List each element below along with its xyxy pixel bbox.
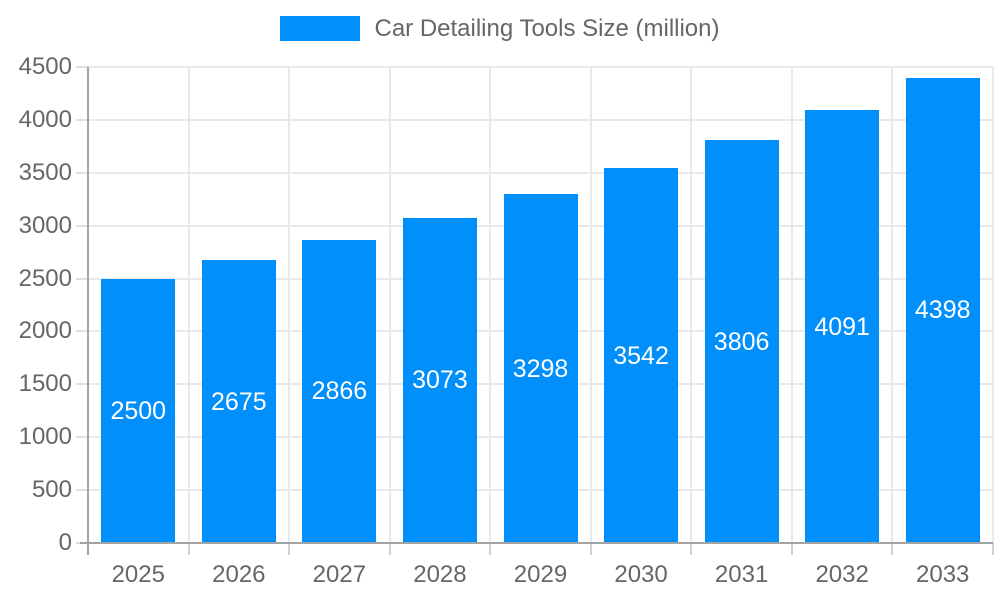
bar-value-label: 4091 xyxy=(814,312,870,341)
y-axis-tick-label: 1000 xyxy=(18,423,72,451)
x-axis-tick-label: 2030 xyxy=(614,561,668,588)
x-gridline xyxy=(891,67,894,543)
x-gridline xyxy=(589,67,592,543)
y-axis-tick-label: 1500 xyxy=(18,370,72,398)
x-axis-tick-label: 2032 xyxy=(815,561,869,588)
y-axis-tick xyxy=(76,330,88,333)
x-axis-tick-label: 2027 xyxy=(312,561,367,588)
y-gridline xyxy=(88,66,993,68)
x-gridline xyxy=(187,67,190,543)
bar-2030[interactable]: 3542 xyxy=(604,168,679,542)
x-axis-tick xyxy=(589,543,592,555)
legend-swatch xyxy=(280,16,361,41)
x-axis-tick xyxy=(891,543,894,555)
y-axis-tick-label: 2000 xyxy=(18,317,72,345)
y-axis-tick xyxy=(76,224,88,227)
x-axis-tick-label: 2033 xyxy=(916,561,970,588)
x-gridline xyxy=(790,67,793,543)
y-axis-tick xyxy=(76,383,88,386)
bar-2033[interactable]: 4398 xyxy=(905,77,980,542)
x-axis-tick xyxy=(187,543,190,555)
x-axis-tick xyxy=(489,543,492,555)
y-axis-tick-label: 3500 xyxy=(18,158,72,186)
x-axis-tick-label: 2029 xyxy=(513,561,568,588)
x-axis-tick xyxy=(388,543,391,555)
y-axis-tick-label: 0 xyxy=(58,529,72,556)
x-axis-line xyxy=(80,542,993,544)
bar-value-label: 3298 xyxy=(512,354,569,383)
bar-2027[interactable]: 2866 xyxy=(302,239,377,542)
bar-2032[interactable]: 4091 xyxy=(805,110,880,542)
bar-value-label: 4398 xyxy=(914,296,971,325)
x-axis-tick xyxy=(288,543,291,555)
y-axis-tick xyxy=(76,489,88,492)
bar-value-label: 3542 xyxy=(613,341,669,370)
y-axis-line xyxy=(87,67,89,555)
x-axis-tick-label: 2026 xyxy=(212,561,266,588)
y-axis-tick-label: 500 xyxy=(31,476,72,504)
y-axis-tick xyxy=(76,66,88,68)
y-axis-tick-label: 2500 xyxy=(18,264,72,292)
x-axis-tick xyxy=(690,543,693,555)
x-axis-tick-label: 2025 xyxy=(111,561,165,588)
bar-value-label: 2500 xyxy=(110,396,167,425)
legend-label: Car Detailing Tools Size (million) xyxy=(374,15,720,42)
y-axis-tick-label: 4000 xyxy=(18,105,72,133)
y-axis-tick xyxy=(76,118,88,121)
x-gridline xyxy=(992,67,994,543)
y-axis-tick-label: 4500 xyxy=(18,53,72,80)
x-gridline xyxy=(489,67,492,543)
chart-legend[interactable]: Car Detailing Tools Size (million) xyxy=(0,16,1000,41)
x-gridline xyxy=(288,67,291,543)
bar-2031[interactable]: 3806 xyxy=(704,140,779,542)
x-axis-tick-label: 2031 xyxy=(714,561,769,588)
y-gridline xyxy=(88,171,993,174)
bar-2028[interactable]: 3073 xyxy=(402,217,477,542)
x-gridline xyxy=(690,67,693,543)
bar-2026[interactable]: 2675 xyxy=(201,260,276,542)
bar-2025[interactable]: 2500 xyxy=(101,278,176,542)
y-axis-tick xyxy=(76,171,88,174)
y-axis-tick-label: 3000 xyxy=(18,211,72,239)
x-axis-tick xyxy=(790,543,793,555)
bar-value-label: 3806 xyxy=(713,327,770,356)
bar-2029[interactable]: 3298 xyxy=(503,194,578,542)
bar-value-label: 3073 xyxy=(412,366,468,395)
x-axis-tick-label: 2028 xyxy=(413,561,467,588)
x-axis-tick xyxy=(992,543,994,555)
bar-value-label: 2675 xyxy=(211,387,267,416)
y-gridline xyxy=(88,118,993,121)
y-axis-tick xyxy=(76,436,88,439)
x-gridline xyxy=(388,67,391,543)
y-axis-tick xyxy=(76,277,88,280)
bar-value-label: 2866 xyxy=(311,377,368,406)
